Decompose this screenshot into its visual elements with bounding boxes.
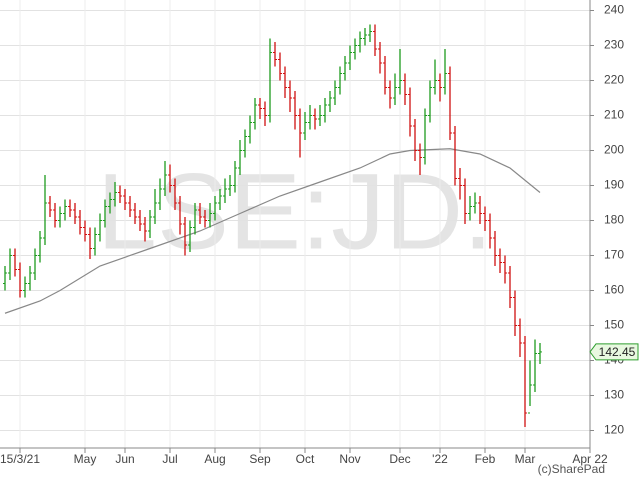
x-tick-label: Sep	[249, 452, 271, 466]
y-tick-label: 130	[604, 388, 624, 402]
x-tick-label: '22	[432, 452, 448, 466]
y-tick-label: 120	[604, 423, 624, 437]
x-tick-label: Dec	[389, 452, 410, 466]
y-tick-label: 210	[604, 108, 624, 122]
y-tick-label: 200	[604, 143, 624, 157]
x-tick-label: Feb	[475, 452, 496, 466]
y-tick-label: 160	[604, 283, 624, 297]
y-tick-label: 240	[604, 3, 624, 17]
y-tick-label: 220	[604, 73, 624, 87]
y-tick-label: 230	[604, 38, 624, 52]
last-price-tag	[589, 343, 639, 361]
y-tick-label: 180	[604, 213, 624, 227]
x-tick-label: Mar	[515, 452, 536, 466]
y-tick-label: 170	[604, 248, 624, 262]
x-tick-label: Oct	[296, 452, 315, 466]
last-price-label: 142.45	[599, 345, 636, 359]
y-tick-label: 150	[604, 318, 624, 332]
x-tick-label: May	[74, 452, 97, 466]
y-tick-label: 190	[604, 178, 624, 192]
x-tick-label: Apr 22	[572, 452, 608, 466]
x-tick-label: Jul	[162, 452, 177, 466]
x-tick-label: 15/3/21	[0, 452, 40, 466]
credit: (c)SharePad	[538, 462, 605, 476]
x-tick-label: Aug	[204, 452, 225, 466]
x-tick-label: Jun	[115, 452, 134, 466]
moving-average	[4, 148, 541, 314]
x-tick-label: Nov	[339, 452, 360, 466]
watermark: LSE:JD.	[97, 151, 493, 272]
